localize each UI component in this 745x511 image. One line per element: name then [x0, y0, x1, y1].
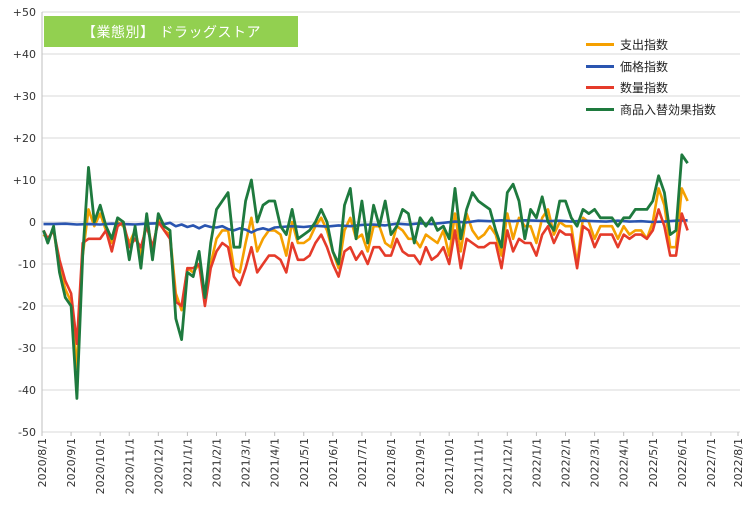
y-axis-ticks: +50 +40 +30 +20 +10 0 -10 -20 -30 -40 -50: [13, 6, 36, 439]
legend-item-spending: 支出指数: [586, 34, 736, 56]
x-tick-label: 2020/11/1: [123, 438, 136, 494]
y-tick-label: -10: [18, 258, 36, 271]
x-tick-label: 2020/8/1: [36, 438, 49, 487]
x-tick-label: 2021/5/1: [298, 438, 311, 487]
legend-label-spending: 支出指数: [620, 38, 669, 53]
x-tick-label: 2020/12/1: [152, 438, 165, 494]
legend-swatch-replacement: [586, 107, 614, 111]
series-lines: [42, 153, 689, 400]
x-tick-label: 2022/4/1: [618, 438, 631, 487]
x-tick-label: 2021/6/1: [327, 438, 340, 487]
x-tick-label: 2020/10/1: [94, 438, 107, 494]
x-tick-label: 2021/2/1: [211, 438, 224, 487]
x-tick-label: 2022/6/1: [676, 438, 689, 487]
x-tick-label: 2022/7/1: [705, 438, 718, 487]
y-tick-label: +10: [13, 174, 36, 187]
legend-item-replacement: 商品入替効果指数: [586, 99, 736, 121]
y-tick-label: +40: [13, 48, 36, 61]
x-tick-label: 2021/9/1: [414, 438, 427, 487]
series-line-0: [42, 187, 689, 371]
x-tick-label: 2021/10/1: [443, 438, 456, 494]
x-axis-ticks: 2020/8/1 2020/9/1 2020/10/1 2020/11/1 2020/1…: [36, 438, 745, 494]
legend-swatch-price: [586, 64, 614, 68]
x-tick-label: 2021/11/1: [472, 438, 485, 494]
y-tick-label: +20: [13, 132, 36, 145]
x-tick-label: 2022/5/1: [647, 438, 660, 487]
x-tick-label: 2021/12/1: [501, 438, 514, 494]
x-tick-label: 2021/8/1: [385, 438, 398, 487]
x-tick-label: 2022/3/1: [589, 438, 602, 487]
x-tick-label: 2022/8/1: [732, 438, 745, 487]
legend-item-quantity: 数量指数: [586, 77, 736, 99]
x-tick-label: 2021/4/1: [269, 438, 282, 487]
legend-swatch-spending: [586, 43, 614, 47]
y-tick-label: -40: [18, 384, 36, 397]
x-tick-label: 2020/9/1: [65, 438, 78, 487]
y-tick-label: 0: [29, 216, 36, 229]
y-tick-label: -30: [18, 342, 36, 355]
y-tick-label: -50: [18, 426, 36, 439]
x-tick-label: 2022/2/1: [560, 438, 573, 487]
series-line-3: [42, 153, 689, 400]
chart-title-text: 【業態別】 ドラッグストア: [82, 24, 261, 41]
x-tick-label: 2021/3/1: [240, 438, 253, 487]
y-tick-label: +50: [13, 6, 36, 19]
legend-swatch-quantity: [586, 86, 614, 90]
chart-title: 【業態別】 ドラッグストア: [44, 16, 298, 47]
legend-label-quantity: 数量指数: [620, 81, 669, 96]
legend: 支出指数 価格指数 数量指数 商品入替効果指数: [586, 34, 736, 120]
legend-item-price: 価格指数: [586, 56, 736, 78]
x-tick-label: 2022/1/1: [530, 438, 543, 487]
x-tick-label: 2021/7/1: [356, 438, 369, 487]
y-tick-label: +30: [13, 90, 36, 103]
legend-label-price: 価格指数: [620, 59, 669, 74]
x-tick-label: 2021/1/1: [181, 438, 194, 487]
legend-label-replacement: 商品入替効果指数: [620, 102, 717, 117]
y-tick-label: -20: [18, 300, 36, 313]
